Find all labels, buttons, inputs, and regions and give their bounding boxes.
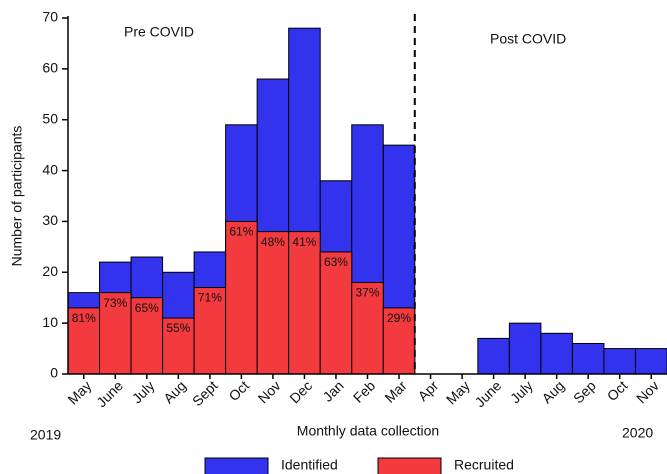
value-label: 65% — [135, 301, 159, 315]
x-tick-label: June — [93, 377, 126, 410]
value-label: 55% — [166, 321, 190, 335]
annotation: 2019 — [30, 427, 61, 443]
value-label: 29% — [387, 311, 411, 325]
x-tick-label: Sep — [570, 377, 599, 406]
y-tick-label: 20 — [42, 263, 58, 279]
bar — [225, 220, 258, 375]
y-tick-label: 60 — [42, 60, 58, 76]
x-axis-title: Monthly data collection — [297, 423, 439, 439]
x-tick-label: Mar — [381, 377, 410, 406]
x-tick-label: May — [64, 377, 94, 407]
x-tick-label: Aug — [160, 377, 189, 406]
x-tick-label: Nov — [633, 377, 662, 406]
bar — [571, 342, 605, 375]
value-label: 71% — [198, 291, 222, 305]
bar — [382, 307, 416, 375]
legend-swatch — [204, 457, 269, 474]
y-tick-label: 30 — [42, 212, 58, 228]
bar — [130, 297, 164, 375]
x-tick-label: July — [129, 377, 158, 406]
bar — [193, 287, 227, 375]
x-tick-label: Apr — [415, 377, 442, 404]
x-tick-label: Sept — [189, 377, 221, 409]
y-tick-label: 40 — [42, 161, 58, 177]
y-axis-title: Number of participants — [9, 126, 25, 267]
x-tick-label: Aug — [538, 377, 567, 406]
x-tick-label: June — [472, 377, 505, 410]
legend-label: Identified — [281, 457, 338, 473]
bar — [634, 348, 667, 375]
bar — [603, 348, 636, 375]
x-tick-label: Nov — [255, 377, 284, 406]
x-tick-label: July — [507, 377, 536, 406]
value-label: 63% — [324, 255, 348, 269]
bar — [256, 231, 290, 375]
value-label: 81% — [72, 311, 96, 325]
value-label: 73% — [103, 296, 127, 310]
y-tick-label: 50 — [42, 110, 58, 126]
annotation: 2020 — [622, 425, 653, 441]
legend-label: Recruited — [454, 457, 514, 473]
legend-swatch — [377, 457, 442, 474]
bar — [351, 281, 384, 375]
x-tick-label: Dec — [286, 377, 315, 406]
bar — [508, 322, 542, 375]
x-tick-label: Feb — [350, 377, 379, 406]
x-tick-label: May — [443, 377, 473, 407]
bar — [540, 332, 573, 375]
bar — [319, 251, 353, 375]
value-label: 61% — [229, 225, 253, 239]
value-label: 41% — [292, 235, 316, 249]
y-tick-label: 70 — [42, 9, 58, 25]
x-tick-label: Oct — [225, 377, 252, 404]
y-tick-label: 10 — [42, 314, 58, 330]
x-tick-label: Jan — [319, 377, 346, 404]
x-tick-label: Oct — [604, 377, 631, 404]
bar — [162, 317, 195, 375]
value-label: 37% — [355, 286, 379, 300]
annotation: Pre COVID — [124, 24, 194, 40]
value-label: 48% — [261, 235, 285, 249]
bar — [477, 337, 510, 375]
annotation: Post COVID — [490, 31, 566, 47]
bar — [288, 231, 321, 375]
y-tick-label: 0 — [50, 365, 58, 381]
